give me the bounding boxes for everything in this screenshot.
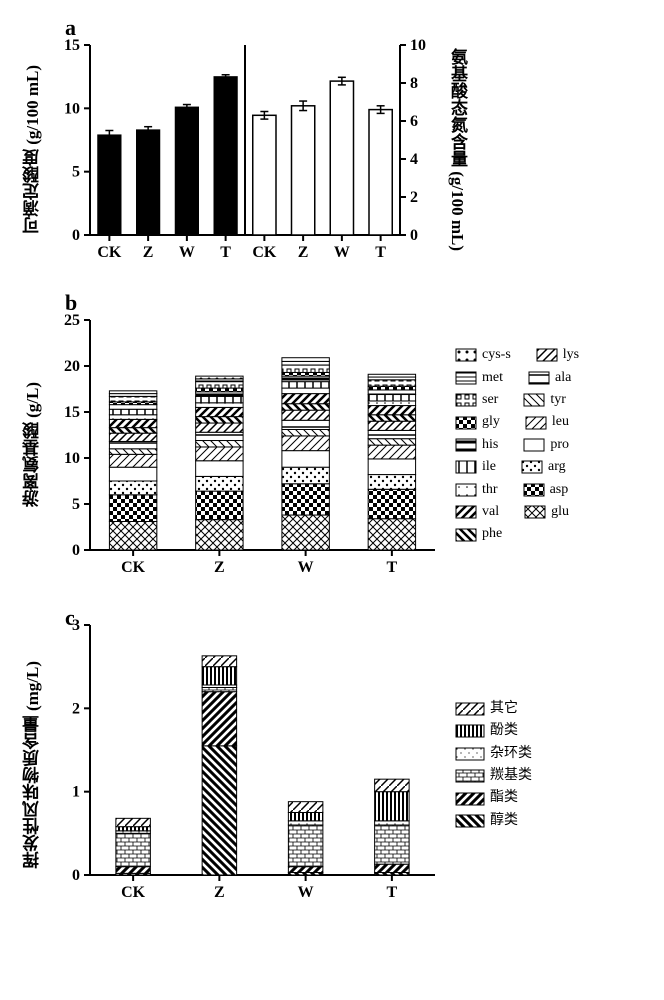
panel-c-chart: 0123CKZWT <box>45 610 445 920</box>
legend-item-cys-s: cys-s <box>455 344 511 366</box>
legend-item-其它: 其它 <box>455 698 532 720</box>
panel-a-chart: 0510150246810CKZWTCKZWT <box>45 20 445 280</box>
svg-text:CK: CK <box>121 559 146 576</box>
svg-text:W: W <box>334 244 350 261</box>
svg-text:Z: Z <box>214 559 225 576</box>
svg-text:T: T <box>375 244 386 261</box>
legend-item-asp: asp <box>523 479 569 501</box>
panel-b-chart: 0510152025CKZWT <box>45 295 445 595</box>
legend-item-羰基类: 羰基类 <box>455 765 532 787</box>
svg-text:0: 0 <box>72 542 80 559</box>
svg-text:2: 2 <box>72 700 80 717</box>
svg-text:8: 8 <box>410 75 418 92</box>
legend-item-arg: arg <box>521 456 566 478</box>
svg-text:10: 10 <box>64 100 80 117</box>
svg-text:T: T <box>387 884 398 901</box>
svg-text:CK: CK <box>252 244 277 261</box>
svg-text:T: T <box>387 559 398 576</box>
legend-item-phe: phe <box>455 523 502 545</box>
svg-text:6: 6 <box>410 113 418 130</box>
svg-text:5: 5 <box>72 496 80 513</box>
legend-item-酚类: 酚类 <box>455 720 532 742</box>
svg-text:20: 20 <box>64 358 80 375</box>
legend-item-ser: ser <box>455 389 498 411</box>
svg-text:T: T <box>220 244 231 261</box>
legend-item-醇类: 醇类 <box>455 810 532 832</box>
panel-c-y-label: 挥发性风味物质含量 (mg/L) <box>20 661 45 868</box>
panel-b-label: b <box>65 290 77 316</box>
panel-c: c 挥发性风味物质含量 (mg/L) 0123CKZWT 其它酚类杂环类羰基类酯… <box>20 610 644 920</box>
legend-item-lys: lys <box>536 344 579 366</box>
legend-item-ile: ile <box>455 456 496 478</box>
svg-text:1: 1 <box>72 784 80 801</box>
panel-b: b 游离氨基酸 (g/L) 0510152025CKZWT cys-slysme… <box>20 295 644 595</box>
panel-c-legend: 其它酚类杂环类羰基类酯类醇类 <box>445 698 532 832</box>
svg-text:10: 10 <box>64 450 80 467</box>
svg-text:2: 2 <box>410 189 418 206</box>
legend-item-glu: glu <box>524 501 569 523</box>
svg-text:0: 0 <box>410 227 418 244</box>
svg-text:5: 5 <box>72 164 80 181</box>
panel-a: a 可滴定酸度 (g/100 mL) 0510150246810CKZWTCKZ… <box>20 20 644 280</box>
legend-item-met: met <box>455 367 503 389</box>
svg-text:Z: Z <box>214 884 225 901</box>
legend-item-leu: leu <box>525 411 569 433</box>
svg-text:4: 4 <box>410 151 418 168</box>
svg-text:Z: Z <box>143 244 154 261</box>
legend-item-gly: gly <box>455 411 500 433</box>
legend-item-杂环类: 杂环类 <box>455 743 532 765</box>
panel-a-y-left-label: 可滴定酸度 (g/100 mL) <box>20 65 45 234</box>
legend-item-tyr: tyr <box>523 389 566 411</box>
svg-text:0: 0 <box>72 227 80 244</box>
svg-text:W: W <box>298 559 314 576</box>
svg-text:CK: CK <box>97 244 122 261</box>
legend-item-his: his <box>455 434 498 456</box>
panel-c-label: c <box>65 605 75 631</box>
svg-text:CK: CK <box>121 884 146 901</box>
svg-text:Z: Z <box>298 244 309 261</box>
panel-b-legend: cys-s lys met ala ser tyr gly leu his pro ile arg th… <box>445 344 597 546</box>
legend-item-val: val <box>455 501 499 523</box>
svg-text:10: 10 <box>410 37 426 54</box>
panel-a-label: a <box>65 15 76 41</box>
svg-text:0: 0 <box>72 867 80 884</box>
svg-text:15: 15 <box>64 404 80 421</box>
svg-text:W: W <box>298 884 314 901</box>
legend-item-酯类: 酯类 <box>455 787 532 809</box>
legend-item-pro: pro <box>523 434 569 456</box>
legend-item-thr: thr <box>455 479 498 501</box>
panel-a-y-right-label: 氨基酸态氮含量 (g/100 mL) <box>445 48 470 251</box>
legend-item-ala: ala <box>528 367 571 389</box>
panel-b-y-label: 游离氨基酸 (g/L) <box>20 382 45 507</box>
svg-text:W: W <box>179 244 195 261</box>
